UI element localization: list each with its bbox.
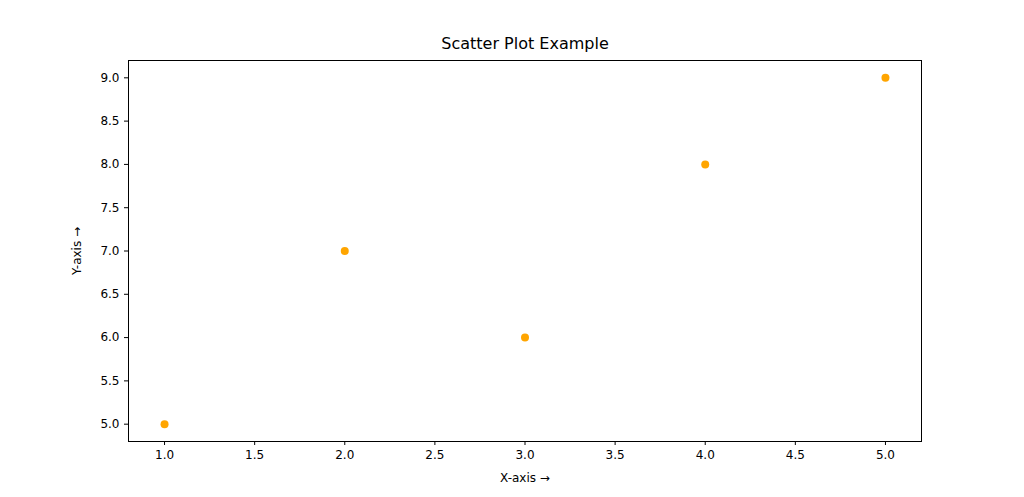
svg-text:6.5: 6.5 [100, 287, 119, 301]
svg-text:1.0: 1.0 [155, 448, 174, 462]
svg-text:4.0: 4.0 [696, 448, 715, 462]
svg-text:3.5: 3.5 [606, 448, 625, 462]
svg-text:5.0: 5.0 [876, 448, 895, 462]
svg-text:7.0: 7.0 [100, 244, 119, 258]
svg-text:8.5: 8.5 [100, 114, 119, 128]
svg-text:5.0: 5.0 [100, 417, 119, 431]
svg-text:3.0: 3.0 [515, 448, 534, 462]
svg-text:8.0: 8.0 [100, 157, 119, 171]
svg-text:6.0: 6.0 [100, 330, 119, 344]
svg-text:Scatter Plot Example: Scatter Plot Example [441, 34, 608, 53]
svg-text:2.5: 2.5 [425, 448, 444, 462]
svg-text:7.5: 7.5 [100, 201, 119, 215]
svg-text:Y-axis →: Y-axis → [70, 227, 84, 276]
svg-text:2.0: 2.0 [335, 448, 354, 462]
svg-text:4.5: 4.5 [786, 448, 805, 462]
svg-text:1.5: 1.5 [245, 448, 264, 462]
svg-text:X-axis →: X-axis → [500, 471, 550, 485]
svg-text:9.0: 9.0 [100, 71, 119, 85]
svg-text:5.5: 5.5 [100, 374, 119, 388]
